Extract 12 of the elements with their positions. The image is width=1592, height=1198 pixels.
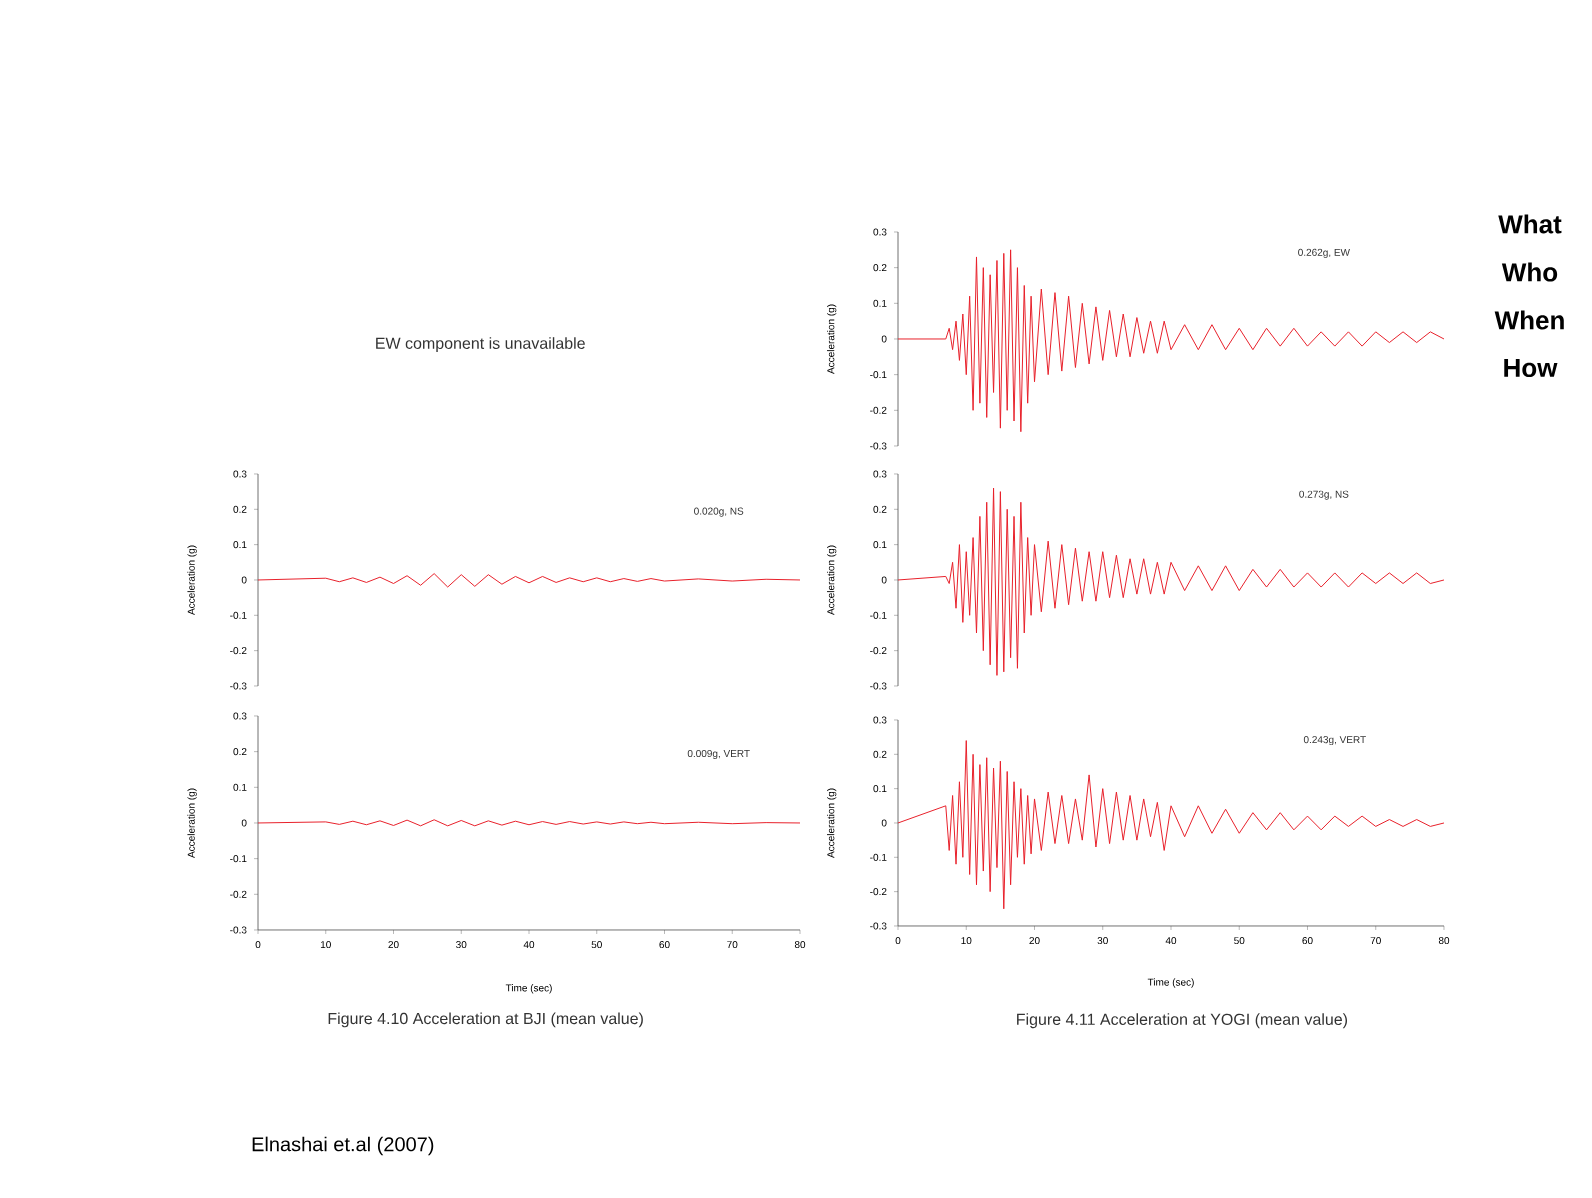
text: EW component is unavailable	[376, 337, 585, 353]
line-series	[897, 249, 1445, 433]
text: Elnashai et.al (2007)	[252, 1136, 434, 1156]
text: What	[1498, 214, 1562, 234]
line-series	[897, 740, 1445, 910]
text: How	[1504, 358, 1558, 378]
line-series	[897, 487, 1445, 676]
caption: Figure 4.10 Acceleration at BJI (mean value)	[328, 1012, 643, 1028]
caption: Figure 4.11 Acceleration at YOGI (mean value)	[1017, 1013, 1348, 1029]
text: Who	[1501, 262, 1558, 282]
text: When	[1494, 310, 1564, 330]
line-series	[257, 573, 801, 588]
